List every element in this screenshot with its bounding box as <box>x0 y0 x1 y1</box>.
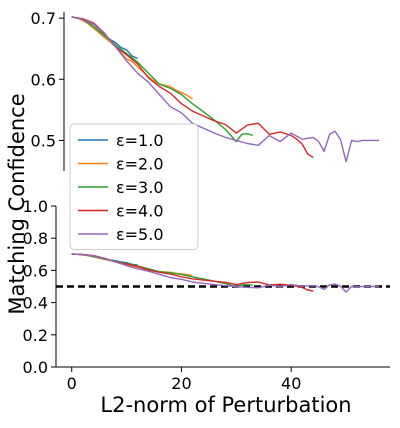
bottom-series-line-5 <box>71 253 379 293</box>
y-axis-label: Matching Confidence <box>5 93 29 314</box>
y-tick-label: 0.2 <box>23 326 48 345</box>
bottom-panel-axes: 0.0 0.2 0.4 0.6 0.8 1.0 0 20 40 <box>23 197 390 393</box>
top-panel-axes: 0.5 0.6 0.7 <box>31 9 65 171</box>
legend-label-1: ε=1.0 <box>116 131 164 150</box>
y-tick-label: 0.5 <box>31 131 56 150</box>
x-tick-label: 40 <box>281 374 301 393</box>
top-panel: 0.5 0.6 0.7 <box>31 9 379 171</box>
y-tick-label: 0.7 <box>31 9 56 28</box>
legend-label-2: ε=2.0 <box>116 155 164 174</box>
y-tick-label: 0.4 <box>23 294 48 313</box>
y-tick-label: 0.8 <box>23 229 48 248</box>
bottom-panel: 0.0 0.2 0.4 0.6 0.8 1.0 0 20 40 <box>23 197 390 393</box>
legend-label-3: ε=3.0 <box>116 178 164 197</box>
legend: ε=1.0 ε=2.0 ε=3.0 ε=4.0 ε=5.0 <box>69 123 199 250</box>
top-series-line-5 <box>71 16 379 163</box>
legend-box <box>69 123 199 250</box>
x-axis-label: L2-norm of Perturbation <box>100 393 351 417</box>
legend-label-4: ε=4.0 <box>116 202 164 221</box>
y-tick-label: 0.0 <box>23 358 48 377</box>
bottom-panel-lines <box>56 253 390 293</box>
top-series-line-2 <box>71 16 193 100</box>
top-panel-lines <box>71 16 379 163</box>
x-tick-label: 20 <box>171 374 191 393</box>
x-tick-label: 0 <box>67 374 77 393</box>
y-tick-label: 1.0 <box>23 197 48 216</box>
y-tick-label: 0.6 <box>23 261 48 280</box>
legend-label-5: ε=5.0 <box>116 225 164 244</box>
y-tick-label: 0.6 <box>31 70 56 89</box>
top-series-line-3 <box>71 16 254 143</box>
